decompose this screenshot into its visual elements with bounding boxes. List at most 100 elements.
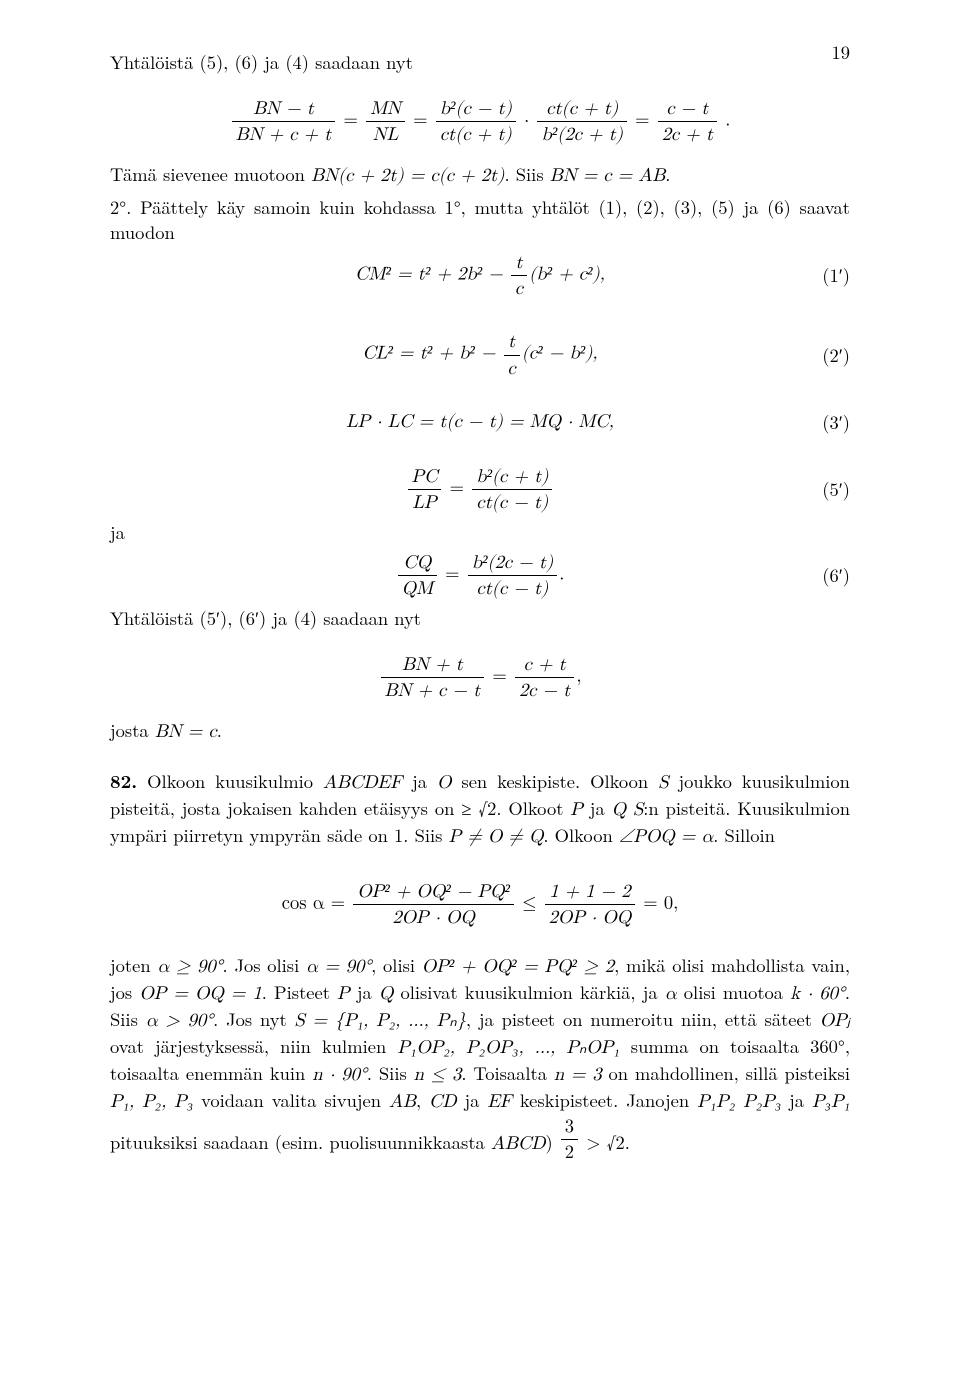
p7-b: . Jos olisi	[223, 952, 306, 978]
p7-k: , ja pisteet on numeroitu niin, että sät…	[466, 1006, 820, 1032]
eq6p-period: .	[559, 564, 564, 583]
paragraph-7: joten α ≥ 90°. Jos olisi α = 90°, olisi …	[110, 953, 850, 1164]
prob82-m1: ABCDEF	[323, 773, 402, 792]
eq-main-mid2b-den: b²(2c + t)	[537, 122, 627, 146]
paragraph-2: Tämä sievenee muotoon BN(c + 2t) = c(c +…	[110, 162, 850, 189]
eq5p-tag: (5′)	[822, 477, 850, 502]
eq-main-period: .	[725, 111, 730, 130]
eqmid-eq: =	[486, 667, 513, 686]
para2-text-c: .	[665, 161, 670, 187]
p7-e: . Pisteet	[262, 979, 337, 1005]
eqmid-lnum: BN + t	[381, 653, 485, 678]
para2-math2: BN = c = AB	[550, 166, 666, 185]
eqcos-rden: 2OP · OQ	[545, 905, 635, 929]
eq5p-rden: ct(c − t)	[472, 490, 552, 514]
p7-m8: k · 60°	[790, 984, 845, 1003]
eq-main-mid2a-den: ct(c + t)	[436, 122, 516, 146]
eq1p-frac-den: c	[511, 276, 527, 300]
prob82-label: 82.	[110, 768, 137, 794]
p7-frac-den: 2	[561, 1140, 578, 1164]
eq-main-lhs-num: BN − t	[232, 97, 336, 122]
p7-m5: P	[337, 984, 350, 1003]
p7-m6: Q	[379, 984, 393, 1003]
eq6p-tag: (6′)	[822, 563, 850, 588]
equation-mid: BN + tBN + c − t = c + t2c − t,	[110, 653, 850, 702]
p7-m1: α ≥ 90°	[157, 957, 222, 976]
p7-l: ovat järjestyksessä, niin kulmien	[110, 1033, 397, 1059]
p7-s: ja	[457, 1087, 488, 1113]
eq-main-mid1-num: MN	[366, 97, 405, 122]
eqcos-lden: 2OP · OQ	[353, 905, 514, 929]
p7-sp1	[735, 1087, 743, 1113]
prob82-m2: O	[437, 773, 451, 792]
prob82-m8: ∠POQ = α	[619, 827, 713, 846]
eqcos-lnum: OP² + OQ² − PQ²	[353, 880, 514, 905]
prob82-m7: P ≠ O ≠ Q	[449, 827, 544, 846]
eqmid-comma: ,	[576, 667, 581, 686]
p7-m12: P₁OP₂, P₂OP₃, …, PₙOP₁	[397, 1038, 619, 1057]
p7-m4: OP = OQ = 1	[139, 984, 261, 1003]
p7-m13: n · 90°	[312, 1065, 367, 1084]
p7-h: olisi muotoa	[677, 979, 791, 1005]
equation-main: BN − tBN + c + t = MNNL = b²(c − t)ct(c …	[110, 97, 850, 146]
p7-n: . Siis	[367, 1060, 414, 1086]
para5-math: BN = c	[155, 722, 217, 741]
p7-m15: n = 3	[554, 1065, 602, 1084]
eqcos-rnum: 1 + 1 − 2	[545, 880, 635, 905]
p7-f: ja	[350, 979, 379, 1005]
eq6p-rden: ct(c − t)	[468, 576, 558, 600]
eq-main-mid2a-num: b²(c − t)	[436, 97, 516, 122]
eqmid-lden: BN + c − t	[381, 678, 485, 702]
p7-t: keskipisteet. Janojen	[512, 1087, 697, 1113]
prob82-f	[626, 795, 633, 821]
eq-main-lhs-den: BN + c + t	[232, 122, 336, 146]
p7-o: . Toisaalta	[461, 1060, 554, 1086]
eq1p-frac-num: t	[511, 251, 527, 276]
equation-3p: LP · LC = t(c − t) = MQ · MC, (3′)	[110, 410, 850, 435]
paragraph-1: Yhtälöistä (5), (6) ja (4) saadaan nyt	[110, 50, 850, 75]
eq-main-mid1-den: NL	[366, 122, 405, 146]
eq6p-rnum: b²(2c − t)	[468, 551, 558, 576]
prob82-m5: Q	[612, 800, 626, 819]
eq2p-lhs: CL² = t² + b² −	[362, 344, 501, 363]
p7-g: olisivat kuusikulmion kärkiä, ja	[393, 979, 664, 1005]
prob82-m4: P	[570, 800, 583, 819]
eq5p-lnum: PC	[408, 465, 442, 490]
p7-m9: α > 90°	[146, 1011, 213, 1030]
p7-a: joten	[110, 952, 157, 978]
p7-m17: AB	[389, 1092, 416, 1111]
eq5p-eq: =	[443, 478, 470, 497]
p7-p: on mahdollinen, sillä pisteiksi	[602, 1060, 850, 1086]
para2-text-a: Tämä sievenee muotoon	[110, 161, 311, 187]
paragraph-3: 2°. Päättely käy samoin kuin kohdassa 1°…	[110, 195, 850, 245]
eq-main-mid2b-num: ct(c + t)	[537, 97, 627, 122]
p7-frac-num: 3	[561, 1115, 578, 1140]
p7-j: . Jos nyt	[213, 1006, 294, 1032]
problem-82: 82. Olkoon kuusikulmio ABCDEF ja O sen k…	[110, 769, 850, 850]
equation-6p: CQQM = b²(2c − t)ct(c − t). (6′)	[110, 551, 850, 600]
eq6p-lnum: CQ	[398, 551, 437, 576]
equation-5p: PCLP = b²(c + t)ct(c − t) (5′)	[110, 465, 850, 514]
equation-cos: cos α = OP² + OQ² − PQ²2OP · OQ ≤ 1 + 1 …	[110, 880, 850, 929]
para5-b: .	[217, 717, 222, 743]
p7-m16: P₁, P₂, P₃	[110, 1092, 193, 1111]
p7-q: voidaan valita sivujen	[193, 1087, 389, 1113]
p7-m10: S = {P₁, P₂, …, Pₙ}	[295, 1011, 466, 1030]
eqcos-post: = 0,	[637, 894, 678, 913]
p7-u: ja	[781, 1087, 812, 1113]
eq1p-lhs: CM² = t² + 2b² −	[355, 265, 509, 284]
paragraph-5: josta BN = c.	[110, 718, 850, 745]
para2-text-b: . Siis	[504, 161, 549, 187]
eq-main-rhs-den: 2c + t	[658, 122, 717, 146]
paragraph-4: Yhtälöistä (5′), (6′) ja (4) saadaan nyt	[110, 606, 850, 631]
eq5p-lden: LP	[408, 490, 442, 514]
page-number: 19	[831, 40, 850, 65]
prob82-c: sen keskipiste. Olkoon	[451, 768, 658, 794]
prob82-h: . Olkoon	[543, 822, 619, 848]
prob82-a: Olkoon kuusikulmio	[137, 768, 323, 794]
ja-label: ja	[110, 520, 850, 545]
eqmid-rnum: c + t	[515, 653, 574, 678]
eq-main-rhs-num: c − t	[658, 97, 717, 122]
eq2p-tag: (2′)	[822, 343, 850, 368]
eq2p-frac-num: t	[504, 330, 520, 355]
